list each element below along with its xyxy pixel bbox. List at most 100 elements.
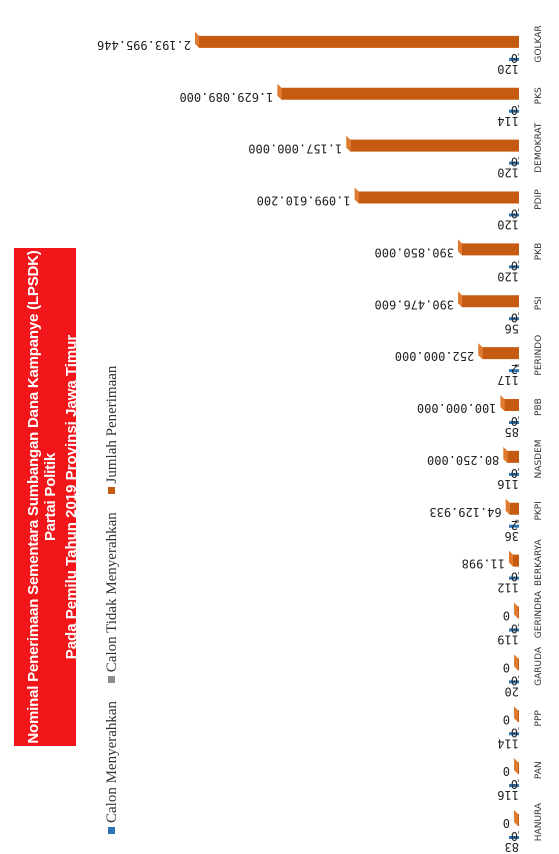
bar-calon-tidak-menyerahkan-hanura (518, 831, 519, 834)
bar-calon-menyerahkan-pkb (509, 265, 519, 269)
bar-cap-jumlah-penerimaan-garuda (514, 654, 518, 671)
value-calon-tidak-menyerahkan-perindo: 2 (511, 362, 518, 376)
bar-jumlah-penerimaan-berkarya (513, 554, 519, 567)
value-calon-menyerahkan-pks: 114 (497, 114, 519, 128)
bar-calon-tidak-menyerahkan-pks (518, 104, 519, 108)
bar-calon-tidak-menyerahkan-garuda (518, 675, 519, 679)
bar-cap-jumlah-penerimaan-pkpi (505, 498, 510, 515)
value-calon-menyerahkan-psi: 56 (505, 321, 519, 335)
value-calon-tidak-menyerahkan-pkpi: 2 (511, 518, 518, 532)
value-calon-tidak-menyerahkan-ppp: 0 (511, 725, 518, 739)
value-calon-tidak-menyerahkan-pan: 0 (511, 777, 518, 791)
value-calon-menyerahkan-pbb: 85 (505, 425, 519, 439)
bar-calon-tidak-menyerahkan-pkb (518, 260, 519, 264)
data-label-jumlah-penerimaan-hanura: 0 (503, 816, 510, 830)
bar-calon-menyerahkan-psi (509, 317, 519, 321)
bar-jumlah-penerimaan-garuda (518, 658, 519, 671)
tick-label-demokrat: DEMOKRAT (534, 122, 544, 173)
bar-calon-tidak-menyerahkan-pan (518, 779, 519, 783)
tick-label-psi: PSI (534, 296, 544, 310)
value-calon-menyerahkan-berkarya: 112 (497, 581, 519, 595)
bar-jumlah-penerimaan-ppp (518, 710, 519, 723)
bar-cap-jumlah-penerimaan-berkarya (509, 550, 513, 567)
tick-label-garuda: GARUDA (534, 646, 544, 686)
tick-label-pdip: PDIP (534, 189, 544, 210)
bar-calon-menyerahkan-perindo (509, 369, 519, 373)
bar-calon-tidak-menyerahkan-psi (518, 312, 519, 316)
value-calon-tidak-menyerahkan-golkar: 0 (511, 51, 518, 65)
bar-calon-menyerahkan-pdip (509, 213, 519, 217)
bar-calon-tidak-menyerahkan-golkar (518, 52, 519, 56)
tick-label-berkarya: BERKARYA (534, 539, 544, 586)
tick-label-pbb: PBB (534, 398, 544, 416)
bar-calon-menyerahkan-nasdem (509, 472, 519, 476)
tick-label-pks: PKS (534, 87, 544, 104)
value-calon-tidak-menyerahkan-pdip: 0 (511, 207, 518, 221)
bar-cap-jumlah-penerimaan-gerindra (514, 602, 518, 619)
tick-label-nasdem: NASDEM (534, 439, 544, 478)
data-label-jumlah-penerimaan-berkarya: 11.998 (462, 557, 505, 571)
tick-label-hanura: HANURA (534, 802, 544, 841)
bar-calon-tidak-menyerahkan-pbb (518, 416, 519, 419)
bar-jumlah-penerimaan-pkpi (509, 502, 520, 515)
data-label-jumlah-penerimaan-pan: 0 (503, 764, 510, 778)
bar-cap-jumlah-penerimaan-pkb (457, 239, 462, 256)
bar-calon-tidak-menyerahkan-nasdem (518, 467, 519, 471)
bar-jumlah-penerimaan-gerindra (518, 606, 519, 619)
tick-label-ppp: PPP (534, 710, 544, 727)
data-label-jumlah-penerimaan-pkb: 390.850.000 (375, 245, 454, 259)
value-calon-menyerahkan-nasdem: 116 (497, 477, 519, 491)
bar-calon-tidak-menyerahkan-pkpi (515, 519, 519, 523)
bar-calon-menyerahkan-demokrat (509, 161, 519, 165)
data-label-jumlah-penerimaan-pbb: 100.000.000 (417, 401, 496, 415)
bar-cap-jumlah-penerimaan-pks (277, 83, 282, 100)
value-calon-tidak-menyerahkan-berkarya: 0 (511, 570, 518, 584)
bar-calon-menyerahkan-pkpi (509, 524, 519, 528)
value-calon-menyerahkan-golkar: 120 (497, 62, 519, 76)
bar-calon-tidak-menyerahkan-berkarya (518, 571, 519, 575)
value-calon-menyerahkan-pkb: 120 (497, 269, 519, 283)
bar-calon-menyerahkan-garuda (509, 680, 519, 684)
bar-jumlah-penerimaan-pbb (504, 399, 519, 411)
bar-calon-menyerahkan-berkarya (509, 576, 519, 580)
tick-label-perindo: PERINDO (534, 335, 544, 376)
tick-label-pkb: PKB (534, 243, 544, 261)
bar-calon-tidak-menyerahkan-pdip (518, 208, 519, 212)
bar-cap-jumlah-penerimaan-psi (458, 291, 463, 308)
bar-jumlah-penerimaan-pkb (461, 243, 519, 256)
bar-calon-menyerahkan-pks (509, 109, 519, 113)
bar-calon-tidak-menyerahkan-gerindra (518, 623, 519, 627)
data-label-jumlah-penerimaan-golkar: 2.193.995.446 (97, 38, 191, 52)
bar-calon-tidak-menyerahkan-demokrat (518, 156, 519, 160)
value-calon-tidak-menyerahkan-garuda: 0 (511, 673, 518, 687)
bar-jumlah-penerimaan-pks (281, 87, 519, 100)
bar-cap-jumlah-penerimaan-pbb (500, 395, 505, 411)
bar-cap-jumlah-penerimaan-perindo (478, 343, 483, 360)
value-calon-menyerahkan-perindo: 117 (497, 373, 519, 387)
bar-cap-jumlah-penerimaan-pan (514, 758, 518, 775)
value-calon-tidak-menyerahkan-pks: 0 (511, 103, 518, 117)
value-calon-menyerahkan-demokrat: 120 (497, 166, 519, 180)
bar-cap-jumlah-penerimaan-demokrat (346, 135, 351, 152)
data-label-jumlah-penerimaan-perindo: 252.000.000 (395, 349, 474, 363)
tick-label-pan: PAN (534, 761, 544, 779)
value-calon-tidak-menyerahkan-psi: 0 (511, 310, 518, 324)
bar-jumlah-penerimaan-demokrat (350, 139, 519, 152)
bar-jumlah-penerimaan-perindo (482, 347, 520, 360)
value-calon-tidak-menyerahkan-hanura: 0 (511, 829, 518, 843)
bar-jumlah-penerimaan-pan (518, 762, 519, 775)
bar-calon-menyerahkan-pan (509, 784, 519, 788)
value-calon-tidak-menyerahkan-pkb: 0 (511, 258, 518, 272)
data-label-jumlah-penerimaan-garuda: 0 (503, 660, 510, 674)
value-calon-tidak-menyerahkan-pbb: 0 (511, 414, 518, 428)
data-label-jumlah-penerimaan-pkpi: 64.129.933 (429, 505, 501, 519)
bar-cap-jumlah-penerimaan-nasdem (503, 446, 508, 463)
bar-jumlah-penerimaan-hanura (518, 814, 519, 826)
bar-cap-jumlah-penerimaan-ppp (514, 706, 518, 723)
bar-cap-jumlah-penerimaan-hanura (514, 810, 518, 826)
bar-calon-menyerahkan-golkar (509, 57, 519, 61)
bar-jumlah-penerimaan-psi (462, 295, 520, 308)
bar-calon-menyerahkan-gerindra (509, 628, 519, 632)
